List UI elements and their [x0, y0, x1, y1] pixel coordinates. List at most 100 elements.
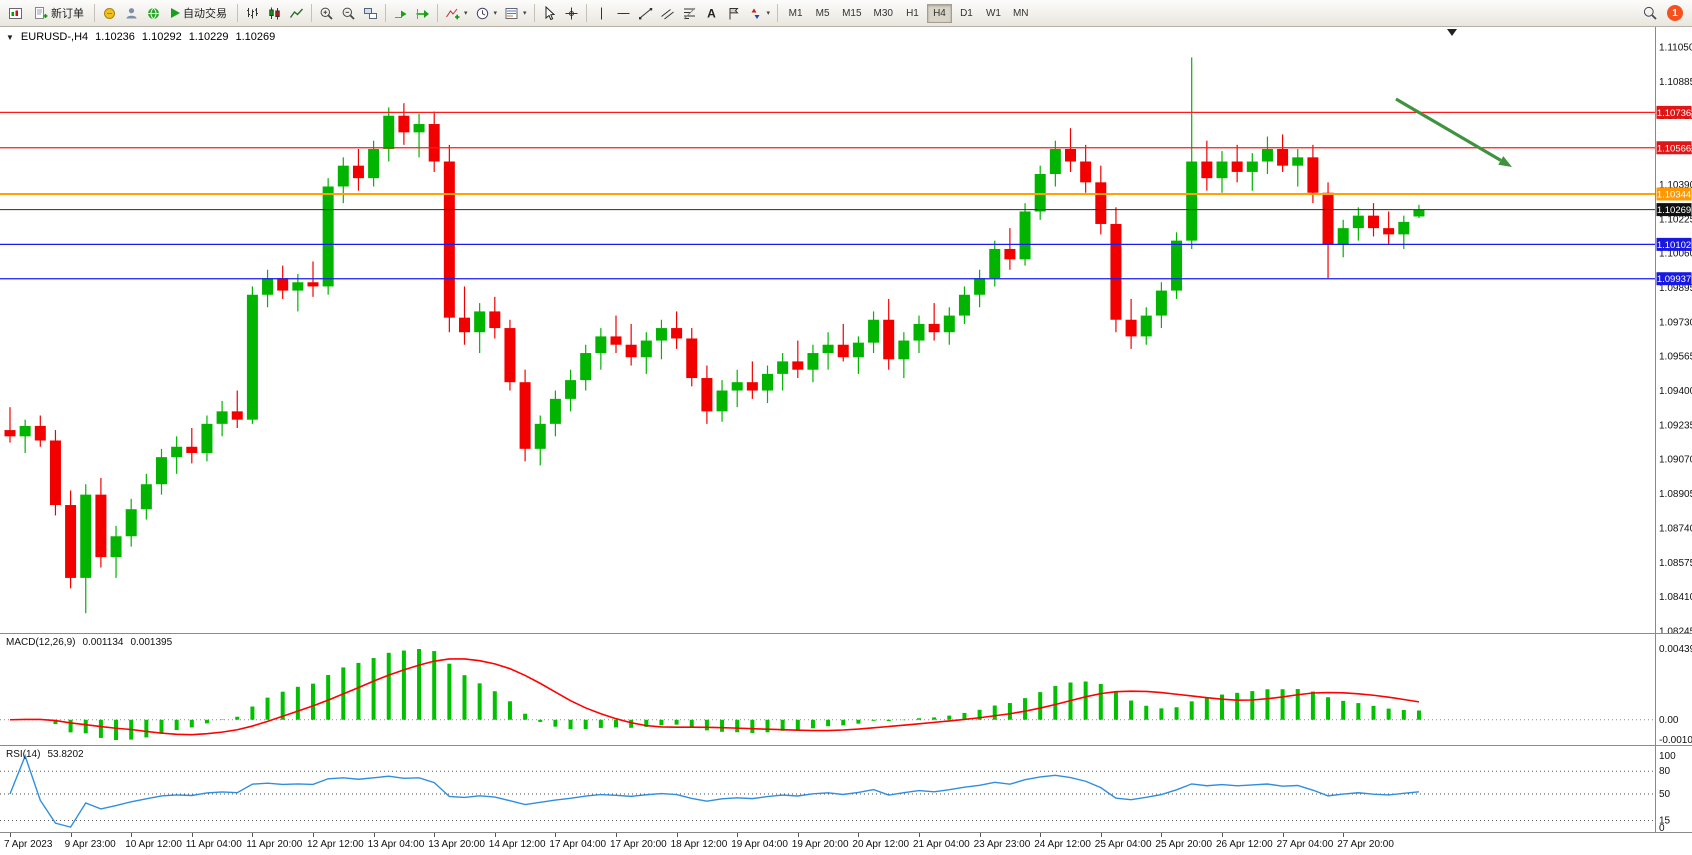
panel-separator[interactable]	[0, 745, 1692, 746]
annotation-arrow[interactable]	[1395, 97, 1502, 162]
templates-button[interactable]: ▾	[501, 2, 530, 24]
time-axis-label: 25 Apr 04:00	[1094, 839, 1152, 850]
candle	[277, 265, 289, 299]
toolbar-separator	[385, 4, 386, 22]
text-button[interactable]: A	[701, 2, 722, 24]
candle	[565, 369, 577, 412]
macd-histogram-bar	[1023, 698, 1028, 720]
timeframe-h1-button[interactable]: H1	[906, 7, 919, 19]
cursor-button[interactable]	[539, 2, 560, 24]
time-axis-tick	[373, 833, 375, 837]
community-button[interactable]	[143, 2, 164, 24]
candle	[792, 340, 804, 379]
timeframe-h4-button[interactable]: H4	[926, 3, 952, 23]
trendline-icon	[638, 7, 652, 19]
candle	[519, 369, 531, 462]
search-icon	[1643, 6, 1657, 20]
text-label-button[interactable]	[723, 2, 744, 24]
zoom-out-button[interactable]	[338, 2, 359, 24]
time-axis[interactable]: 7 Apr 2023 9 Apr 23:00 10 Apr 12:00 11 Apr …	[0, 833, 1692, 855]
candle	[383, 107, 395, 162]
macd-histogram-bar	[765, 719, 770, 733]
indicators-button[interactable]: ▾	[442, 2, 471, 24]
timeframe-d1-button[interactable]: D1	[960, 7, 973, 19]
candle	[428, 111, 440, 172]
indicators-dropdown-icon: ▾	[464, 10, 468, 17]
autotrading-button[interactable]: 自动交易	[165, 2, 233, 24]
horizontal-line-button[interactable]	[613, 2, 634, 24]
timeframe-m15-button[interactable]: M15	[842, 7, 862, 19]
crosshair-button[interactable]	[561, 2, 582, 24]
zoom-in-button[interactable]	[316, 2, 337, 24]
candle	[746, 361, 758, 399]
timeframe-w1-button[interactable]: W1	[985, 7, 1001, 19]
tile-windows-button[interactable]	[360, 2, 381, 24]
candle	[1322, 182, 1334, 279]
macd-histogram-bar	[992, 705, 997, 720]
time-axis-tick	[1100, 833, 1102, 837]
new-chart-button[interactable]	[5, 2, 26, 24]
channel-button[interactable]	[657, 2, 678, 24]
collapse-triangle-icon[interactable]: ▼	[6, 32, 14, 42]
candle	[80, 484, 92, 614]
price-axis-label: 1.09400	[1659, 386, 1692, 397]
new-order-button[interactable]: 新订单	[27, 2, 90, 24]
panel-separator[interactable]	[0, 832, 1692, 833]
macd-histogram-bar	[841, 719, 846, 726]
arrows-tool-button[interactable]: ▾	[745, 2, 774, 24]
candle	[822, 332, 834, 370]
macd-histogram-bar	[917, 718, 921, 720]
periods-button[interactable]: ▾	[472, 2, 501, 24]
candle	[686, 328, 698, 387]
timeframe-m1-button[interactable]: M1	[788, 7, 803, 19]
candle	[352, 149, 364, 191]
macd-histogram-bar	[1053, 686, 1058, 720]
macd-axis-label: -0.001021	[1659, 735, 1692, 745]
macd-histogram-bar	[1326, 697, 1331, 720]
chart-shift-marker-icon[interactable]	[1447, 29, 1457, 36]
candle	[580, 344, 592, 391]
macd-histogram-bar	[1220, 694, 1224, 720]
expert-advisors-button[interactable]	[99, 2, 120, 24]
candle	[868, 311, 880, 354]
macd-histogram-bar	[962, 712, 967, 720]
macd-histogram-bar	[644, 719, 649, 727]
macd-histogram-bar	[1371, 705, 1376, 720]
candle	[292, 273, 304, 312]
chart-ohlc-header: ▼ EURUSD-,H4 1.10236 1.10292 1.10229 1.1…	[6, 31, 275, 43]
timeframe-m30-button[interactable]: M30	[873, 7, 893, 19]
price-tag: 1.10344	[1656, 187, 1692, 201]
macd-histogram-bar	[447, 663, 452, 720]
candle	[549, 390, 561, 437]
search-button[interactable]	[1639, 2, 1661, 24]
price-chart-canvas[interactable]: 1.110501.108851.107201.105551.103901.102…	[0, 27, 1692, 633]
macd-histogram-bar	[674, 719, 679, 725]
macd-histogram-bar	[523, 713, 528, 720]
macd-histogram-bar	[689, 719, 694, 727]
timeframe-mn-button[interactable]: MN	[1012, 7, 1029, 19]
line-chart-button[interactable]	[286, 2, 307, 24]
time-axis-label: 9 Apr 23:00	[64, 839, 116, 850]
trendline-button[interactable]	[635, 2, 656, 24]
macd-histogram-bar	[1235, 692, 1240, 720]
timeframe-m5-button[interactable]: M5	[815, 7, 830, 19]
candlestick-chart-button[interactable]	[264, 2, 285, 24]
candle	[337, 157, 349, 204]
macd-histogram-bar	[614, 719, 618, 728]
time-axis-tick	[434, 833, 436, 837]
chart-shift-button[interactable]	[412, 2, 433, 24]
profile-button[interactable]	[121, 2, 142, 24]
panel-separator[interactable]	[0, 633, 1692, 634]
candle	[943, 307, 955, 345]
fibonacci-button[interactable]	[679, 2, 700, 24]
vertical-line-button[interactable]	[591, 2, 612, 24]
rsi-panel-canvas[interactable]: 100 80 50 150	[0, 746, 1692, 832]
macd-histogram-bar	[1341, 700, 1346, 720]
auto-scroll-button[interactable]	[390, 2, 411, 24]
macd-panel-canvas[interactable]: 0.004393 0.00 -0.001021	[0, 634, 1692, 745]
macd-histogram-bar	[735, 719, 740, 733]
macd-histogram-bar	[704, 719, 709, 731]
bar-chart-button[interactable]	[242, 2, 263, 24]
notification-badge[interactable]: 1	[1667, 5, 1683, 21]
macd-histogram-bar	[462, 675, 467, 720]
